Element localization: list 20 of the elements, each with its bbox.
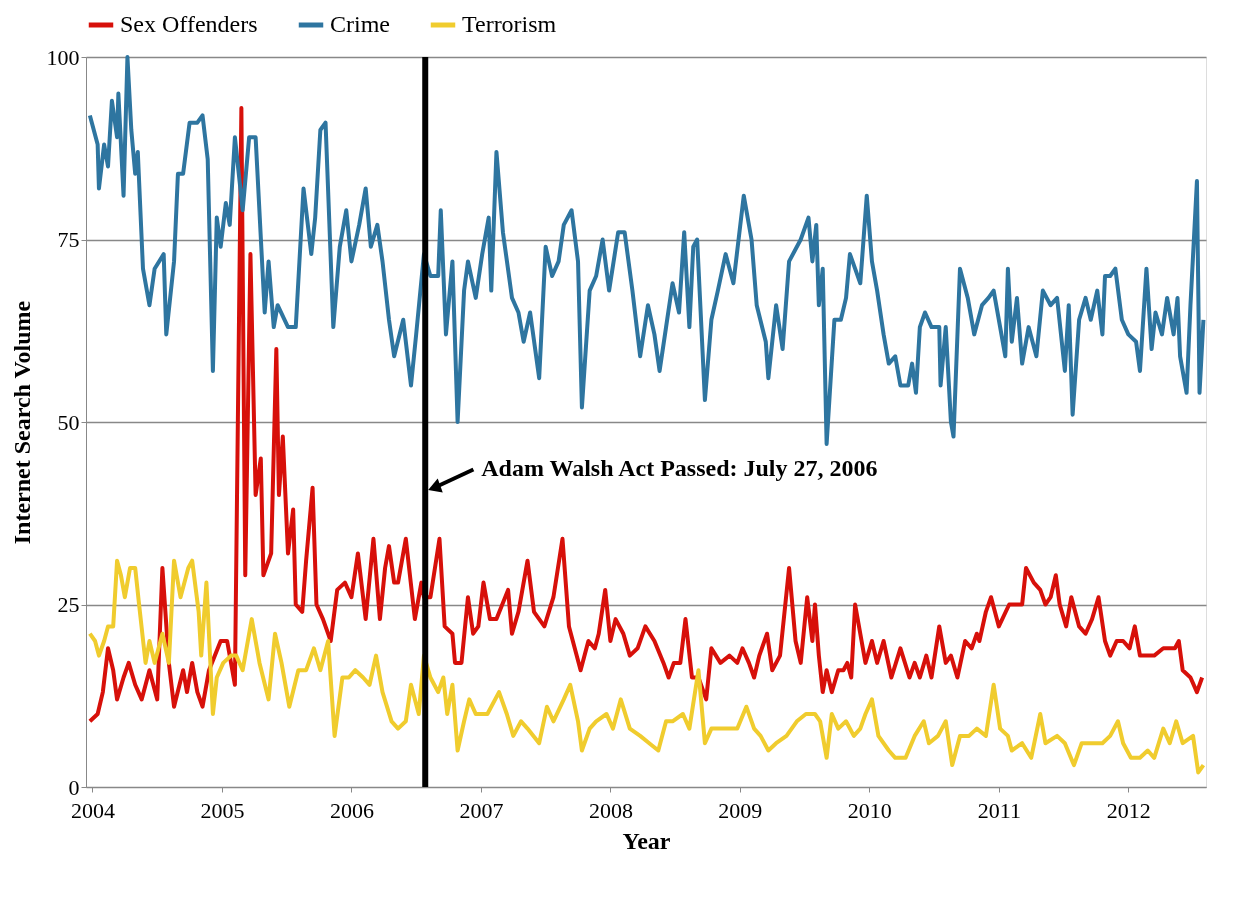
y-tick-label: 75 (57, 227, 80, 252)
x-tick-label: 2008 (588, 797, 633, 823)
legend-label: Sex Offenders (120, 11, 258, 37)
x-tick-label: 2009 (718, 797, 763, 823)
legend-label: Crime (330, 11, 390, 37)
x-tick-label: 2012 (1106, 797, 1151, 823)
y-tick-label: 100 (46, 44, 80, 70)
x-tick-label: 2010 (847, 797, 892, 823)
x-axis-title: Year (622, 827, 671, 854)
y-tick-label: 25 (57, 592, 80, 617)
legend-label: Terrorism (462, 11, 557, 37)
y-tick-label: 0 (68, 774, 80, 800)
x-tick-label: 2004 (70, 797, 115, 823)
x-tick-label: 2005 (200, 797, 245, 823)
y-axis-title: Internet Search Volume (8, 300, 35, 545)
y-tick-label: 50 (57, 409, 80, 435)
x-tick-label: 2006 (329, 797, 374, 823)
x-tick-label: 2007 (459, 797, 504, 823)
x-tick-label: 2011 (977, 797, 1021, 823)
ref-line-label: Adam Walsh Act Passed: July 27, 2006 (481, 455, 878, 482)
